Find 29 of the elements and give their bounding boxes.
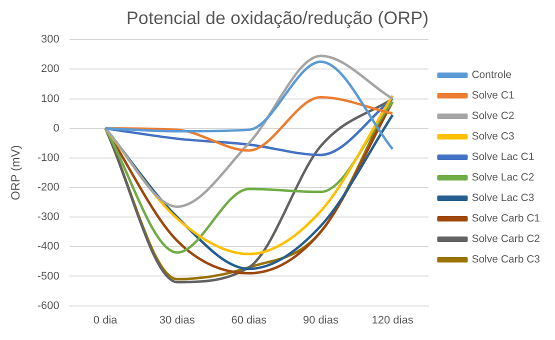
line-series bbox=[104, 54, 394, 208]
legend-label: Solve C1 bbox=[472, 90, 514, 102]
legend-label: Solve Lac C1 bbox=[472, 151, 534, 164]
legend-label: Solve Carb C1 bbox=[472, 212, 540, 225]
legend-label: Solve C2 bbox=[472, 110, 514, 122]
y-tick-label: 0 bbox=[53, 122, 60, 134]
x-tick-label: 90 dias bbox=[303, 314, 339, 326]
legend-label: Solve C3 bbox=[472, 130, 514, 143]
y-tick-label: -100 bbox=[37, 152, 60, 164]
y-tick-label: -300 bbox=[37, 211, 60, 224]
legend-label: Solve Lac C2 bbox=[472, 172, 534, 184]
x-tick-label: 0 dia bbox=[93, 314, 118, 326]
y-tick-label: -400 bbox=[37, 240, 60, 253]
y-tick-label: 100 bbox=[41, 92, 60, 105]
legend-label: Solve Lac C3 bbox=[472, 192, 534, 204]
line-series bbox=[104, 60, 394, 150]
legend-label: Controle bbox=[472, 69, 512, 82]
chart-title: Potencial de oxidação/redução (ORP) bbox=[126, 8, 429, 28]
y-axis-title: ORP (mV) bbox=[8, 145, 23, 200]
legend-label: Solve Carb C2 bbox=[472, 233, 540, 246]
y-tick-label: -500 bbox=[37, 270, 60, 282]
y-tick-label: -600 bbox=[37, 300, 60, 312]
y-tick-label: 200 bbox=[41, 63, 60, 76]
legend-label: Solve Carb C3 bbox=[472, 254, 540, 266]
x-tick-label: 30 dias bbox=[159, 314, 196, 326]
x-tick-label: 60 dias bbox=[231, 314, 268, 326]
y-tick-label: -200 bbox=[37, 182, 60, 194]
y-tick-label: 300 bbox=[41, 34, 60, 46]
x-tick-label: 120 dias bbox=[372, 314, 414, 326]
